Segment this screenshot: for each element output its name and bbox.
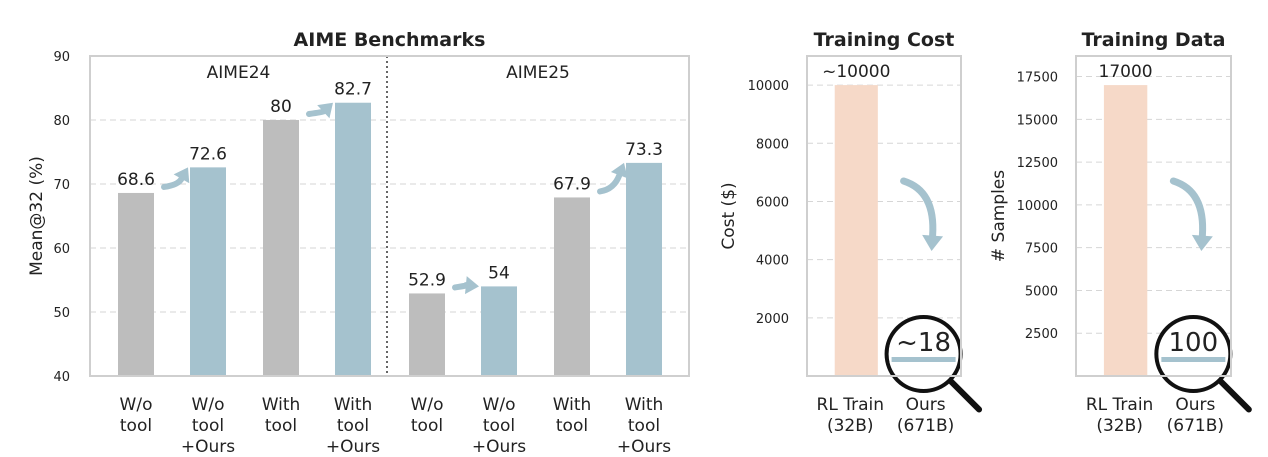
y-axis-label: Mean@32 (%): [27, 156, 47, 276]
chart-training-cost: 2000 4000 6000 8000 10000 ~10000 ~18 RL Train (3…: [719, 29, 983, 436]
x-tick-label: W/o tool +Ours: [472, 395, 526, 457]
x-tick-label: Ours (671B): [1167, 395, 1224, 436]
magnifier-handle: [1217, 378, 1252, 413]
x-tick-label: W/o tool +Ours: [181, 395, 235, 457]
y-tick-label: 70: [53, 178, 70, 193]
bar-value-label: 73.3: [625, 140, 663, 160]
bar: [481, 286, 517, 376]
bar: [554, 197, 590, 376]
bar-value-label: 52.9: [408, 270, 446, 290]
x-tick-label: With tool: [262, 395, 301, 436]
plot-frame: [1075, 55, 1232, 377]
bar-value-label: 80: [270, 97, 292, 117]
chart-title: AIME Benchmarks: [294, 29, 486, 51]
y-tick-label: 5000: [1025, 284, 1058, 299]
bar-value-label: 72.6: [189, 144, 227, 164]
y-tick-label: 10000: [748, 79, 789, 94]
x-tick-label: With tool: [553, 395, 592, 436]
bar-value-label: 68.6: [117, 170, 155, 190]
bar: [118, 192, 154, 376]
chart-title: Training Cost: [814, 29, 955, 51]
x-tick-label: Ours (671B): [897, 395, 954, 436]
y-tick-label: 2000: [756, 312, 789, 327]
y-tick-label: 80: [53, 114, 70, 129]
bar: [335, 102, 371, 376]
group-label: AIME24: [207, 63, 271, 83]
group-label: AIME25: [506, 63, 570, 83]
x-tick-label: W/o tool: [120, 395, 153, 436]
bar-value-label: ~18: [896, 328, 951, 358]
bar-value-label: 100: [1169, 328, 1219, 358]
magnified-bar: [891, 357, 956, 362]
plot-frame: [806, 55, 962, 377]
bar: [190, 167, 226, 376]
improvement-arrow: [597, 162, 628, 195]
y-tick-label: 2500: [1025, 327, 1058, 342]
bar-value-label: ~10000: [822, 62, 890, 82]
improvement-arrow: [452, 276, 479, 295]
x-tick-label: W/o tool: [411, 395, 444, 436]
y-axis-label: Cost ($): [719, 182, 739, 249]
bar-value-label: 17000: [1099, 62, 1153, 82]
y-tick-label: 8000: [756, 137, 789, 152]
chart-aime: 40 50 60 70 80 90 AIME24 AIME25 68.6 W/o tool 72.6 W…: [27, 29, 690, 457]
x-tick-label: RL Train (32B): [817, 395, 884, 436]
reduction-arrow: [900, 177, 944, 251]
x-tick-label: With tool +Ours: [617, 395, 671, 457]
bar: [834, 85, 878, 376]
bar: [409, 293, 445, 376]
chart-title: Training Data: [1082, 29, 1226, 51]
bar-value-label: 54: [488, 263, 510, 283]
y-tick-label: 12500: [1017, 156, 1058, 171]
bar: [626, 162, 662, 376]
y-axis-label: # Samples: [989, 170, 1009, 262]
improvement-arrow: [306, 102, 333, 119]
y-tick-label: 40: [53, 370, 70, 385]
y-tick-label: 7500: [1025, 242, 1058, 257]
y-tick-label: 17500: [1017, 71, 1058, 86]
y-tick-label: 90: [53, 50, 70, 65]
y-tick-label: 60: [53, 242, 70, 257]
x-tick-label: With tool +Ours: [326, 395, 380, 457]
magnifier-handle: [947, 378, 983, 413]
magnified-bar: [1161, 357, 1226, 362]
y-tick-label: 4000: [756, 254, 789, 269]
bar-value-label: 67.9: [553, 174, 591, 194]
y-tick-label: 10000: [1017, 199, 1058, 214]
bar: [1103, 85, 1148, 376]
bar: [263, 120, 299, 376]
plot-frame: [89, 55, 690, 377]
y-tick-label: 50: [53, 306, 70, 321]
chart-training-data: 2500 5000 7500 10000 12500 15000 17500 17000 100…: [989, 29, 1252, 436]
bar-value-label: 82.7: [334, 80, 372, 100]
y-tick-label: 6000: [756, 195, 789, 210]
improvement-arrow: [161, 167, 190, 190]
y-tick-label: 15000: [1017, 113, 1058, 128]
reduction-arrow: [1169, 177, 1213, 251]
x-tick-label: RL Train (32B): [1086, 395, 1153, 436]
